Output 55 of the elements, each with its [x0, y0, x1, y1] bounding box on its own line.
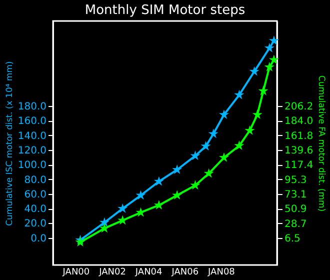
point [136, 190, 146, 200]
point [118, 215, 128, 225]
point [258, 86, 268, 96]
point [136, 207, 146, 217]
point [244, 125, 255, 135]
y2-tick-label: 206.2 [284, 102, 314, 113]
x-tick-label: JAN06 [170, 268, 199, 278]
point [268, 54, 279, 64]
y2-tick-label: 184.0 [284, 116, 314, 128]
point [200, 141, 211, 151]
y2-tick-label: 50.9 [284, 204, 307, 216]
y-tick-label: 0.0 [30, 233, 46, 244]
y2-axis-title: Cumulative FA motor dist. (mm) [316, 75, 326, 212]
y2-tick-label: 95.3 [284, 174, 307, 186]
x-tick-label: JAN04 [134, 268, 163, 278]
point [264, 62, 274, 72]
point [154, 200, 164, 210]
point [234, 140, 244, 150]
point [268, 36, 279, 46]
y-tick-label: 140.0 [18, 130, 46, 142]
point [99, 223, 110, 233]
point [249, 66, 260, 76]
y-axis-title: Cumulative ISC motor dist. (x 10⁴ mm) [4, 61, 15, 226]
point [99, 217, 110, 227]
point [172, 190, 182, 200]
y2-tick-label: 117.4 [284, 160, 314, 172]
point [218, 110, 229, 120]
y-tick-label: 120.0 [18, 145, 46, 156]
point [190, 180, 200, 190]
point [190, 150, 200, 160]
y-tick-label: 160.0 [18, 116, 46, 128]
point [218, 152, 229, 162]
y-tick-label: 180.0 [18, 101, 46, 112]
point [208, 128, 218, 138]
chart-title: Monthly SIM Motor steps [84, 3, 246, 18]
point [154, 176, 164, 186]
point [172, 164, 182, 174]
y-tick-label: 80.0 [24, 174, 46, 186]
y-tick-label: 60.0 [24, 189, 46, 200]
point [204, 168, 214, 178]
x-tick-label: JAN02 [98, 268, 126, 278]
x-tick-label: JAN08 [207, 268, 236, 278]
y-tick-label: 20.0 [24, 218, 46, 230]
y-tick-label: 100.0 [18, 160, 46, 172]
point [264, 42, 274, 52]
y2-tick-label: 6.5 [284, 233, 300, 244]
point [118, 203, 128, 213]
y2-tick-label: 28.7 [284, 218, 307, 230]
point [234, 90, 244, 100]
y2-tick-label: 139.6 [284, 146, 314, 156]
y2-tick-label: 73.1 [284, 189, 307, 200]
x-tick-label: JAN00 [62, 268, 90, 278]
y2-tick-label: 161.8 [284, 130, 314, 142]
y-tick-label: 40.0 [24, 204, 46, 216]
point [252, 109, 262, 119]
